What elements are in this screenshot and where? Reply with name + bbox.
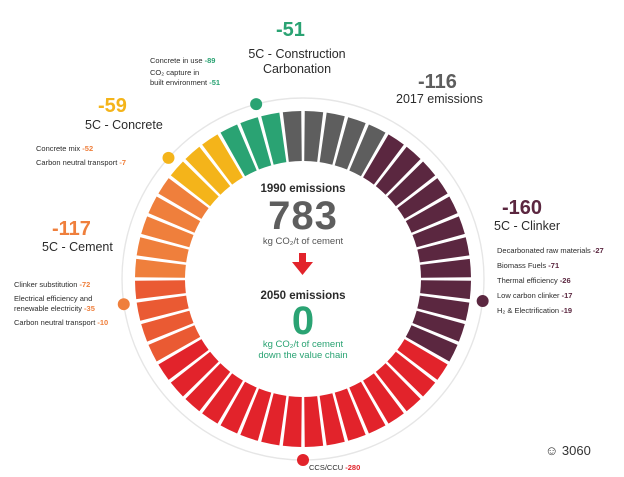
wheel-segment — [135, 258, 186, 278]
wheel-segment — [148, 196, 201, 233]
stage-markers — [117, 98, 489, 466]
unit-1990: kg CO₂/t of cement — [262, 236, 344, 247]
concrete-marker — [162, 151, 175, 164]
value-2050: 0 — [291, 299, 315, 343]
wheel-segment — [158, 339, 209, 380]
wheel-segment — [304, 396, 324, 447]
wheel-segment — [240, 388, 272, 441]
concrete-item: Carbon neutral transport -7 — [36, 158, 127, 167]
wheel-segment — [319, 112, 345, 165]
value-1990: 783 — [268, 194, 338, 238]
wheel-segment — [202, 373, 243, 424]
wheel-segment — [282, 111, 302, 162]
wheel-segment — [136, 295, 189, 321]
wheel-segment — [185, 363, 231, 412]
wheel-segment — [405, 196, 458, 233]
wheel-segment — [141, 216, 194, 248]
wheel-segment — [202, 134, 243, 185]
clinker-item: Thermal efficiency -26 — [497, 276, 571, 285]
wheel-segment — [282, 396, 302, 447]
wheel-segment — [420, 280, 471, 300]
concrete-label: 5C - Concrete — [85, 118, 163, 132]
wheel-segment — [412, 310, 465, 342]
wheel-segment — [240, 117, 272, 170]
label-2050: 2050 emissions — [260, 290, 346, 302]
clinker-item: Decarbonated raw materials -27 — [497, 246, 604, 255]
wheel-segment — [148, 325, 201, 362]
y2017-value: -116 — [418, 71, 457, 93]
clinker-value: -160 — [502, 197, 543, 219]
wheel-segment — [349, 124, 386, 177]
construction-item: CO₂ capture in — [150, 68, 200, 77]
construction-items: Concrete in use -89 CO₂ capture in built… — [150, 56, 220, 88]
wheel-segment — [158, 178, 209, 219]
wheel-segment — [141, 310, 194, 342]
clinker-item: Low carbon clinker -17 — [497, 291, 573, 300]
wheel-segment — [375, 146, 421, 195]
wheel-segment — [405, 325, 458, 362]
cement-item: renewable electricity -35 — [14, 304, 95, 313]
wheel-segment — [397, 339, 448, 380]
wheel-segment — [334, 388, 366, 441]
ccus-label: CCS/CCU -280 — [309, 463, 361, 472]
wheel-segments — [135, 111, 471, 447]
cement-item: Clinker substitution -72 — [14, 280, 91, 289]
center-1990-block: 1990 emissions 783 kg CO₂/t of cement — [228, 182, 378, 248]
wheel-segment — [397, 178, 448, 219]
wheel-segment — [170, 161, 219, 207]
ccus-marker — [297, 454, 309, 466]
wheel-segment — [375, 363, 421, 412]
clinker-items: Decarbonated raw materials -27 Biomass F… — [497, 246, 604, 316]
outer-ring — [121, 97, 485, 461]
unit-2050-line1: kg CO₂/t of cement — [262, 339, 344, 350]
wheel-segment — [304, 111, 324, 162]
construction-marker — [250, 98, 263, 111]
wheel-segment — [136, 237, 189, 263]
wheel-segment — [170, 351, 219, 397]
cement-value: -117 — [52, 218, 91, 240]
wheel-segment — [387, 161, 436, 207]
construction-item: Concrete in use -89 — [150, 56, 216, 65]
wechat-icon: ☺ — [545, 443, 559, 458]
label-1990: 1990 emissions — [260, 183, 346, 195]
watermark-text: 3060 — [561, 443, 591, 458]
construction-item: built environment -51 — [150, 78, 221, 87]
wheel-segment — [417, 295, 470, 321]
clinker-item: H₂ & Electrification -19 — [497, 306, 573, 315]
wheel-segment — [220, 381, 257, 434]
cement-item: Electrical efficiency and — [14, 294, 93, 303]
wheel-segment — [261, 393, 287, 446]
wheel-segment — [349, 381, 386, 434]
watermark: ☺ 3060 — [545, 443, 591, 458]
center-2050-block: 2050 emissions 0 kg CO₂/t of cement down… — [228, 289, 378, 361]
wheel-segment — [261, 112, 287, 165]
wheel-segment — [417, 237, 470, 263]
wheel-segment — [387, 351, 436, 397]
wheel-segment — [412, 216, 465, 248]
construction-value: -51 — [276, 19, 305, 41]
cement-label: 5C - Cement — [42, 240, 113, 254]
concrete-value: -59 — [98, 95, 127, 117]
cement-items: Clinker substitution -72 Electrical effi… — [14, 280, 108, 328]
clinker-marker — [476, 295, 489, 308]
concrete-item: Concrete mix -52 — [36, 144, 94, 153]
wheel-segment — [135, 280, 186, 300]
concrete-items: Concrete mix -52 Carbon neutral transpor… — [36, 144, 126, 168]
clinker-item: Biomass Fuels -71 — [497, 261, 560, 270]
clinker-label: 5C - Clinker — [494, 219, 560, 233]
wheel-segment — [334, 117, 366, 170]
red-down-arrow-icon — [292, 253, 313, 275]
wheel-segment — [220, 124, 257, 177]
construction-label: 5C - Construction Carbonation — [248, 47, 346, 76]
cement-item: Carbon neutral transport -10 — [14, 318, 109, 327]
wheel-segment — [319, 393, 345, 446]
unit-2050-line2: down the value chain — [258, 350, 348, 361]
wheel-segment — [420, 258, 471, 278]
wheel-segment — [363, 373, 404, 424]
y2017-label: 2017 emissions — [396, 92, 483, 106]
cement-marker — [117, 298, 130, 311]
wheel-segment — [185, 146, 231, 195]
wheel-segment — [363, 134, 404, 185]
